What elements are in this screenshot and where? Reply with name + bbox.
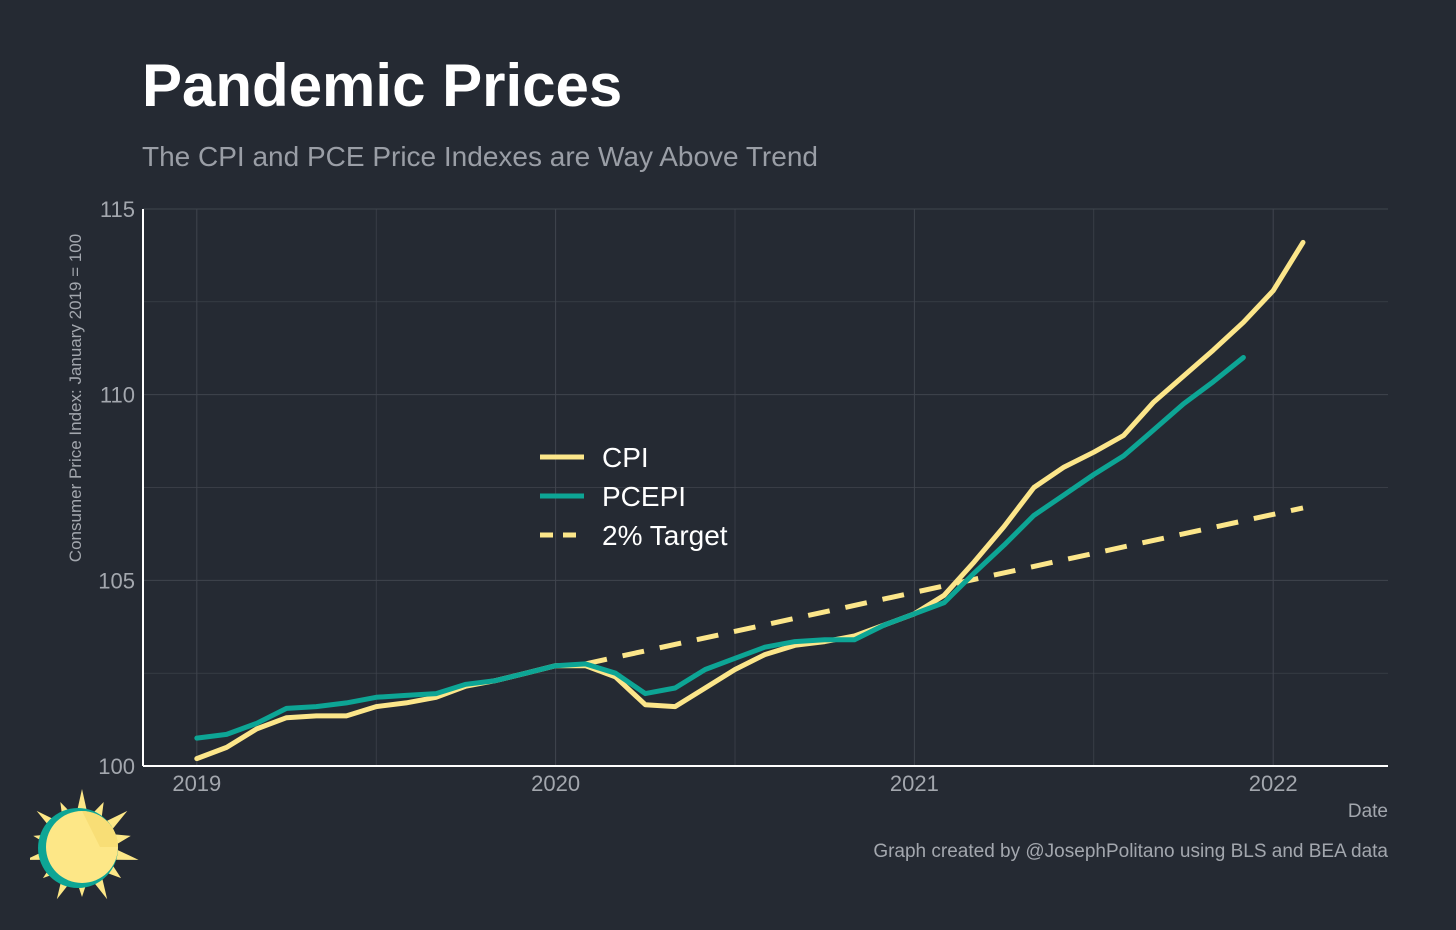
series-line-pcepi <box>194 355 1246 741</box>
sun-icon <box>30 789 139 900</box>
x-tick-label: 2019 <box>172 771 221 796</box>
sun-ray <box>113 834 131 845</box>
y-tick-label: 100 <box>98 754 135 779</box>
y-tick-label: 105 <box>98 568 135 593</box>
x-tick-label: 2022 <box>1249 771 1298 796</box>
chart-title: Pandemic Prices <box>142 52 623 119</box>
chart-subtitle: The CPI and PCE Price Indexes are Way Ab… <box>142 141 818 172</box>
grid <box>143 208 1388 767</box>
x-axis-label: Date <box>1348 801 1388 822</box>
source-caption: Graph created by @JosephPolitano using B… <box>873 841 1388 862</box>
x-tick-label: 2021 <box>890 771 939 796</box>
sun-ray <box>76 789 88 814</box>
y-tick-label: 110 <box>100 383 135 408</box>
series <box>194 239 1306 762</box>
y-tick-label: 115 <box>100 197 135 222</box>
x-tick-label: 2020 <box>531 771 580 796</box>
legend-label: CPI <box>602 442 649 473</box>
axes: 100 105 110 115 2019 2020 2021 2022 <box>98 197 1388 796</box>
legend: CPI PCEPI 2% Target <box>540 442 728 551</box>
legend-label: PCEPI <box>602 481 686 512</box>
sun-ray <box>113 849 139 860</box>
series-line-cpi <box>194 239 1306 762</box>
legend-label: 2% Target <box>602 520 728 551</box>
y-axis-label: Consumer Price Index: January 2019 = 100 <box>66 234 85 562</box>
series-line-2-target <box>584 505 1304 667</box>
